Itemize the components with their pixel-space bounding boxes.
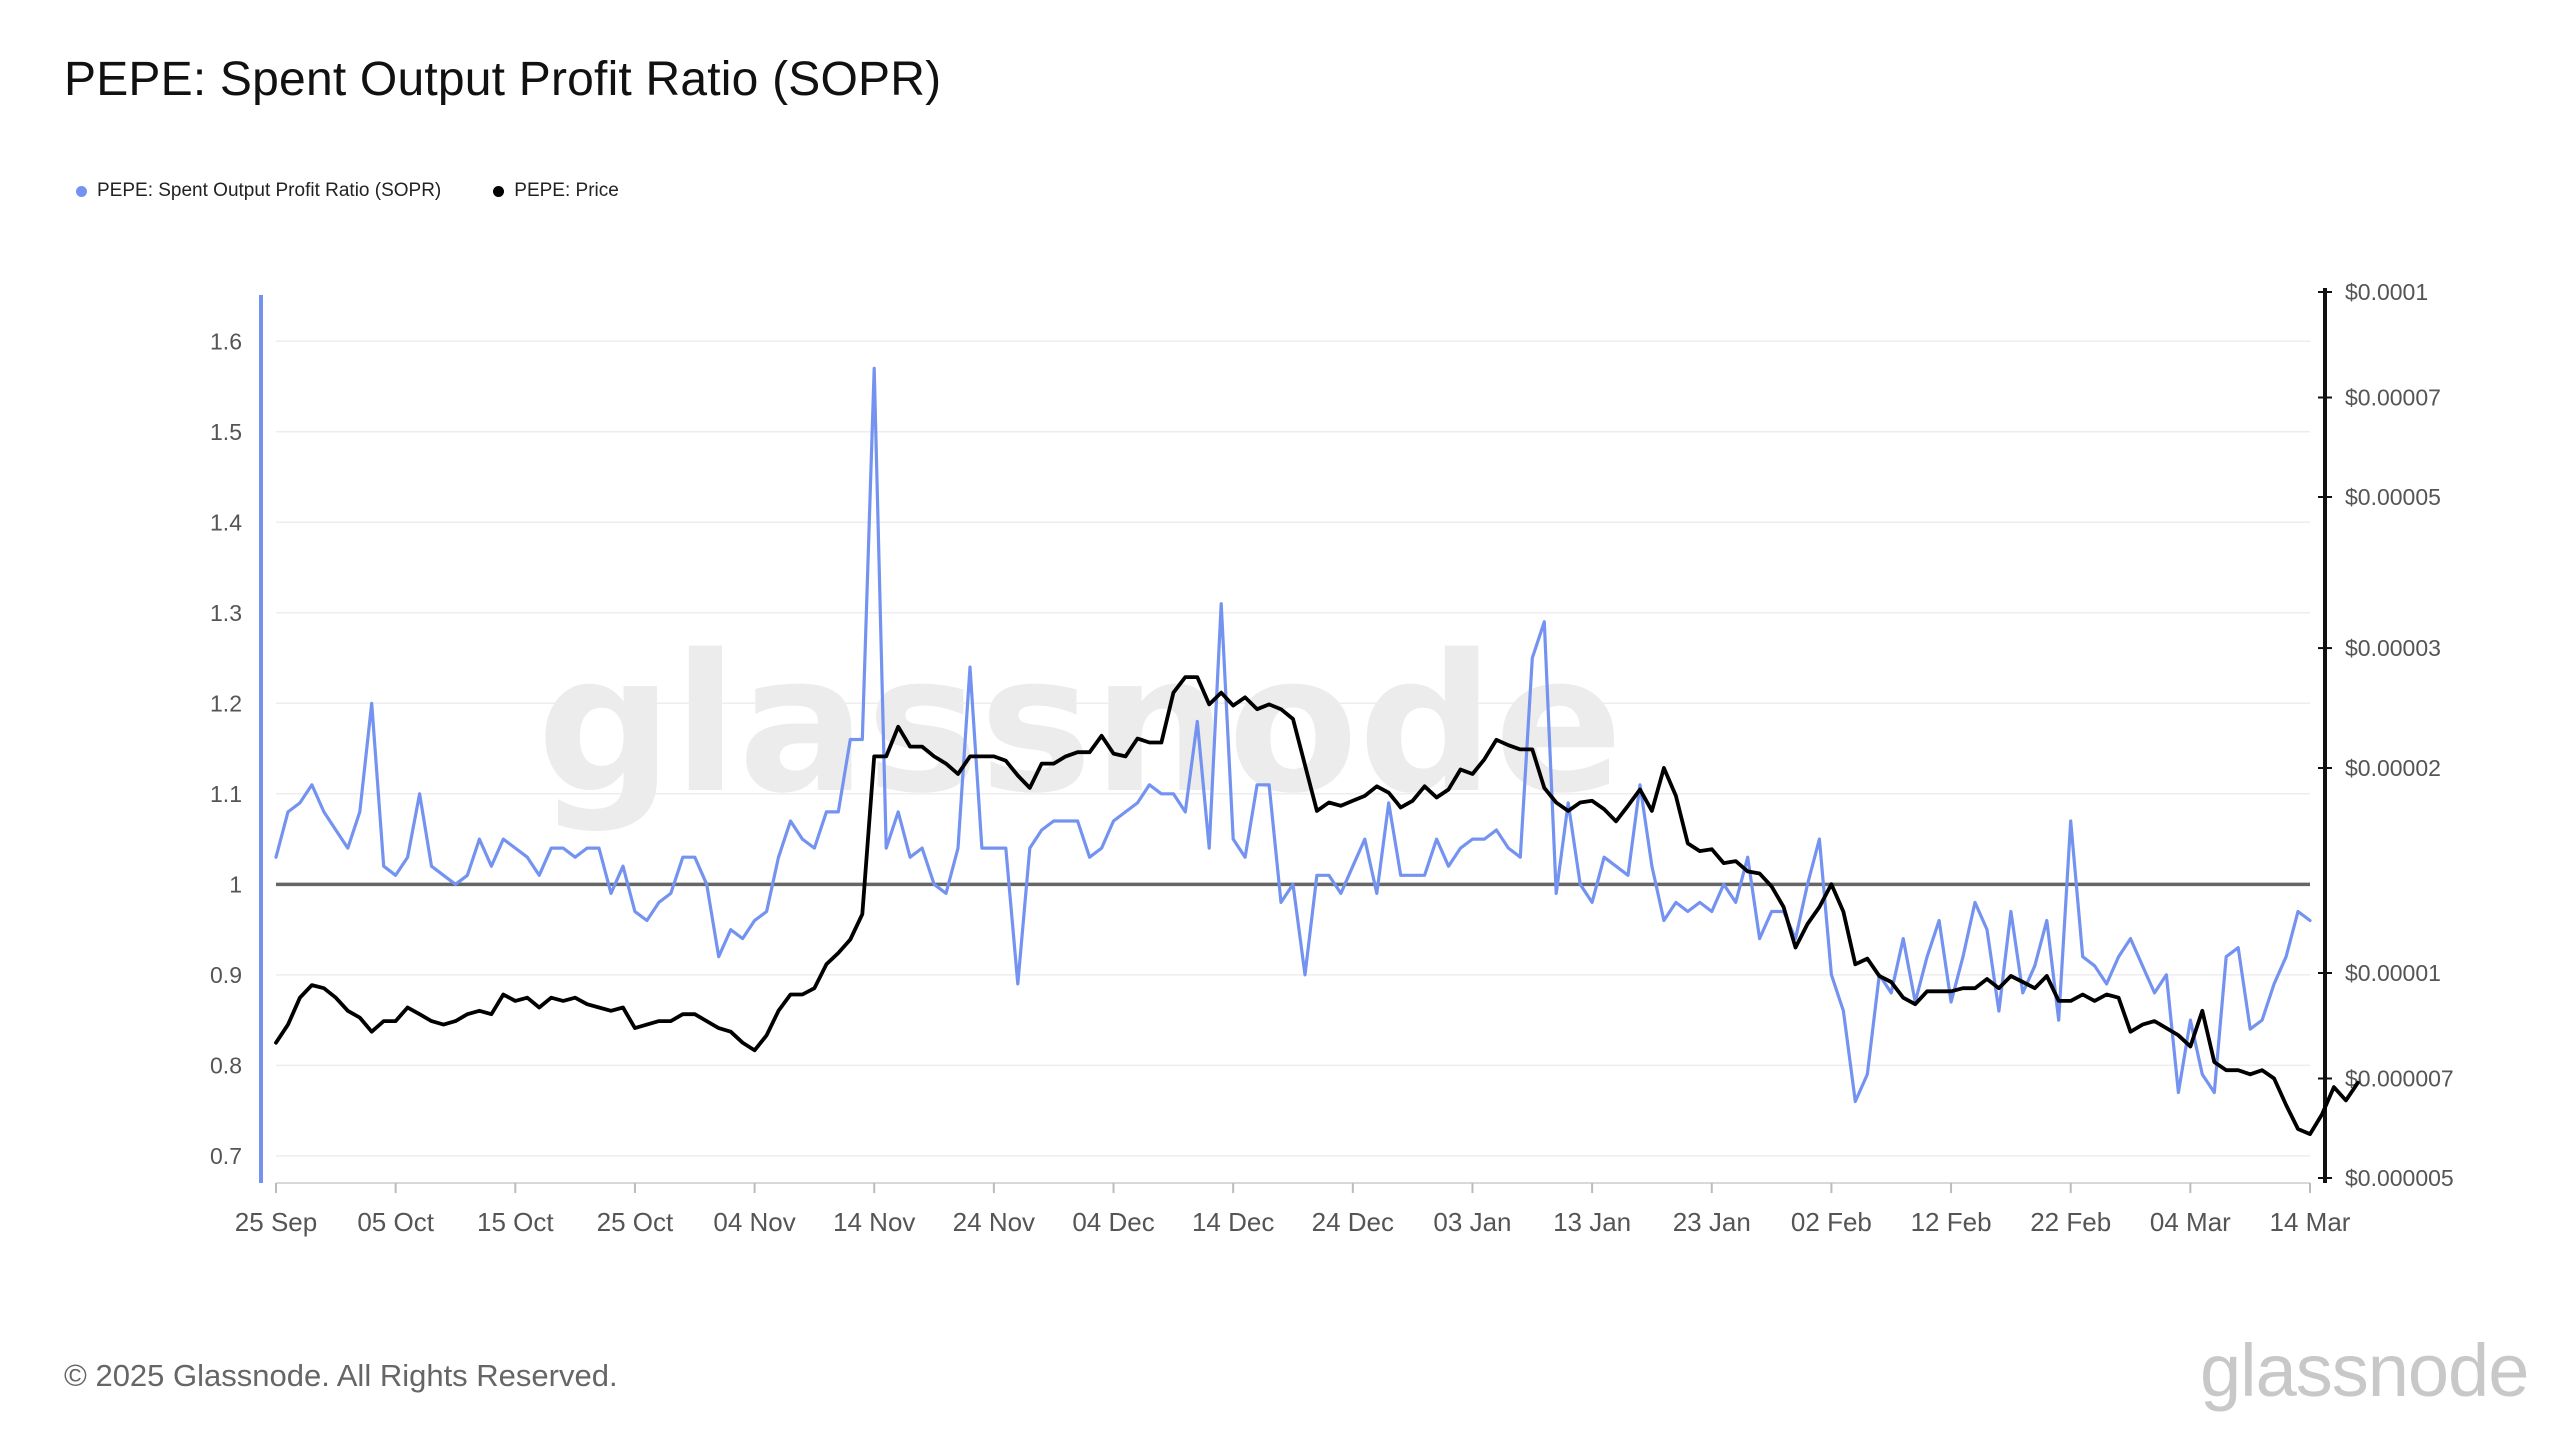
x-tick-label: 04 Mar	[2150, 1207, 2231, 1237]
left-tick-label: 1.2	[210, 690, 242, 716]
legend-dot-sopr	[76, 185, 87, 197]
watermark-text: glassnode	[537, 614, 1623, 835]
left-tick-label: 1	[229, 871, 242, 897]
left-tick-label: 0.9	[210, 962, 242, 988]
price-series-line	[274, 675, 2360, 1136]
x-tick-label: 15 Oct	[477, 1207, 554, 1237]
x-tick-label: 03 Jan	[1433, 1207, 1511, 1237]
left-tick-label: 0.8	[210, 1052, 242, 1078]
x-tick-label: 12 Feb	[1911, 1207, 1992, 1237]
right-tick-label: $0.00003	[2345, 635, 2441, 661]
x-tick-label: 23 Jan	[1673, 1207, 1751, 1237]
legend-label-price: PEPE: Price	[514, 180, 619, 201]
right-tick-label: $0.00007	[2345, 384, 2441, 410]
legend-label-sopr: PEPE: Spent Output Profit Ratio (SOPR)	[97, 180, 442, 201]
series-lines	[274, 366, 2360, 1136]
x-tick-label: 25 Sep	[235, 1207, 317, 1237]
copyright-footer: © 2025 Glassnode. All Rights Reserved.	[64, 1358, 618, 1393]
left-tick-label: 1.1	[210, 781, 242, 807]
right-tick-label: $0.00002	[2345, 755, 2441, 781]
legend-item-sopr[interactable]: PEPE: Spent Output Profit Ratio (SOPR)	[76, 180, 441, 202]
sopr-series-line	[274, 366, 2312, 1104]
chart-title: PEPE: Spent Output Profit Ratio (SOPR)	[64, 53, 942, 106]
legend-dot-price	[493, 185, 505, 197]
right-tick-label: $0.00005	[2345, 484, 2441, 510]
right-tick-label: $0.000005	[2345, 1165, 2454, 1191]
x-tick-label: 13 Jan	[1553, 1207, 1631, 1237]
right-y-axis: $0.0001 $0.00007 $0.00005 $0.00003 $0.00002 $…	[2318, 279, 2454, 1191]
x-tick-label: 14 Mar	[2270, 1207, 2351, 1237]
legend-item-price[interactable]: PEPE: Price	[493, 180, 619, 202]
x-axis: 25 Sep 05 Oct 15 Oct 25 Oct 04 Nov 14 Nov 24 N…	[235, 1182, 2351, 1237]
left-tick-label: 1.4	[210, 509, 242, 535]
x-tick-label: 25 Oct	[597, 1207, 674, 1237]
left-y-axis: 1.6 1.5 1.4 1.3 1.2 1.1 1 0.9 0.8 0.7	[210, 295, 263, 1183]
chart-legend: PEPE: Spent Output Profit Ratio (SOPR) P…	[76, 180, 619, 202]
left-tick-label: 0.7	[210, 1143, 242, 1169]
x-tick-label: 14 Nov	[833, 1207, 915, 1237]
glassnode-logo: glassnode	[2200, 1329, 2529, 1412]
left-tick-label: 1.5	[210, 419, 242, 445]
right-tick-label: $0.00001	[2345, 960, 2441, 986]
x-tick-label: 04 Dec	[1072, 1207, 1154, 1237]
x-tick-label: 24 Dec	[1312, 1207, 1394, 1237]
left-tick-label: 1.3	[210, 600, 242, 626]
right-tick-label: $0.0001	[2345, 279, 2428, 305]
x-tick-label: 02 Feb	[1791, 1207, 1872, 1237]
x-tick-label: 04 Nov	[713, 1207, 795, 1237]
x-tick-label: 14 Dec	[1192, 1207, 1274, 1237]
x-tick-label: 22 Feb	[2030, 1207, 2111, 1237]
left-tick-label: 1.6	[210, 328, 242, 354]
x-tick-label: 24 Nov	[953, 1207, 1035, 1237]
x-tick-label: 05 Oct	[357, 1207, 434, 1237]
right-tick-label: $0.000007	[2345, 1065, 2454, 1091]
